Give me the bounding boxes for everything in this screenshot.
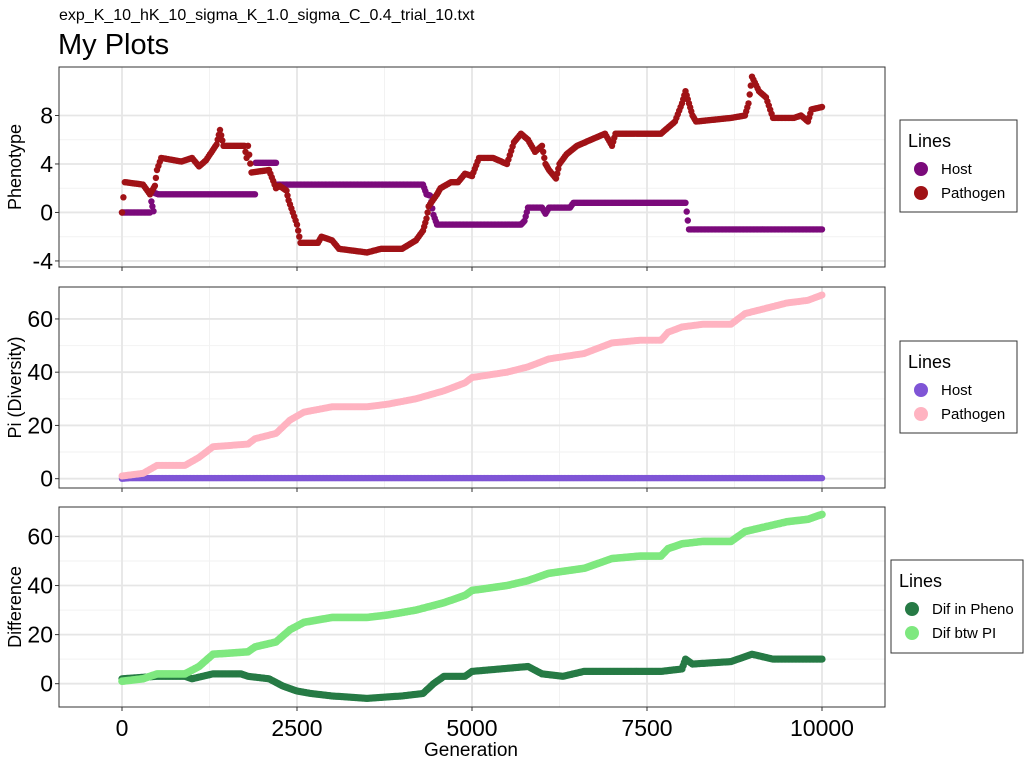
data-point: [541, 154, 548, 162]
x-tick-label: 5000: [446, 715, 497, 741]
legend-title: Lines: [908, 352, 951, 372]
legend-key: [905, 602, 919, 616]
data-point: [247, 160, 254, 167]
y-tick-label: 40: [27, 359, 53, 385]
x-tick-label: 2500: [271, 715, 322, 741]
data-point: [818, 291, 826, 299]
grid: [59, 67, 885, 267]
figure-title: My Plots: [58, 29, 169, 61]
legend: Lines Dif in Pheno Dif btw PI: [890, 559, 1024, 654]
data-point: [272, 159, 280, 166]
panel-3: 0 20 40 60 0 2500 5000 7500 10000 Difference Lines…: [5, 506, 1024, 741]
figure-subtitle: exp_K_10_hK_10_sigma_K_1.0_sigma_C_0.4_t…: [59, 7, 475, 24]
y-tick-label: 20: [27, 412, 53, 438]
data-point: [118, 209, 126, 216]
data-point: [216, 126, 224, 134]
data-point: [151, 182, 159, 189]
x-tick-label: 7500: [621, 715, 672, 741]
x-tick-label: 0: [116, 715, 129, 741]
data-point: [293, 221, 301, 228]
data-point: [552, 175, 560, 182]
data-point: [120, 194, 127, 201]
data-point: [251, 191, 259, 198]
data-point: [150, 208, 157, 215]
x-axis-label: Generation: [424, 740, 518, 761]
data-point: [295, 227, 302, 234]
series-dif-btw-pi: [118, 510, 826, 685]
series-host: [118, 474, 826, 482]
series-host: [118, 159, 826, 233]
y-tick-label: 8: [40, 102, 53, 128]
data-point: [284, 192, 291, 199]
y-tick-label: 0: [40, 199, 53, 225]
data-point: [244, 142, 252, 149]
data-point: [296, 233, 303, 240]
data-point: [818, 510, 826, 519]
legend-label: Dif btw PI: [932, 625, 996, 642]
data-point: [283, 187, 290, 194]
legend-key: [914, 407, 928, 421]
legend-label: Host: [941, 161, 973, 178]
legend-label: Pathogen: [941, 185, 1005, 202]
data-point: [424, 209, 431, 216]
data-point: [818, 655, 826, 663]
data-point: [218, 132, 225, 139]
y-tick-label: 40: [27, 573, 53, 599]
data-point: [554, 170, 561, 177]
data-point: [818, 474, 826, 482]
y-tick-label: -4: [33, 248, 54, 274]
y-axis-label: Difference: [5, 566, 25, 648]
y-tick-label: 60: [27, 523, 53, 549]
data-point: [219, 137, 226, 144]
y-tick-label: 0: [40, 671, 53, 697]
data-point: [540, 148, 547, 155]
legend-title: Lines: [899, 571, 942, 591]
data-point: [423, 215, 430, 222]
legend: Lines Host Pathogen: [899, 340, 1018, 434]
y-axis-label: Pi (Diversity): [5, 337, 25, 439]
y-tick-label: 60: [27, 306, 53, 332]
data-point: [682, 199, 689, 206]
data-point: [538, 142, 546, 149]
panel-1: -4 0 4 8 Phenotype Lines Host Pathogen: [5, 66, 1018, 274]
data-point: [684, 217, 691, 224]
data-point: [683, 208, 690, 215]
data-point: [818, 103, 826, 111]
data-point: [213, 141, 220, 148]
data-point: [818, 226, 826, 233]
legend-key: [914, 162, 928, 176]
legend-label: Host: [941, 382, 973, 399]
data-point: [745, 100, 752, 107]
legend-key: [905, 626, 919, 640]
legend-key: [914, 383, 928, 397]
series-pathogen: [118, 73, 826, 256]
legend-label: Pathogen: [941, 406, 1005, 423]
data-point: [246, 151, 253, 158]
data-point: [152, 174, 160, 182]
x-tick-label: 10000: [790, 715, 854, 741]
data-point: [746, 91, 753, 98]
grid: [59, 287, 885, 488]
legend-key: [914, 186, 928, 200]
legend: Lines Host Pathogen: [899, 119, 1018, 213]
y-axis-label: Phenotype: [5, 124, 25, 210]
data-point: [149, 203, 156, 210]
data-point: [555, 165, 562, 172]
y-tick-label: 0: [40, 466, 53, 492]
data-point: [148, 198, 155, 205]
legend-title: Lines: [908, 131, 951, 151]
y-tick-label: 20: [27, 622, 53, 648]
series-pathogen: [118, 291, 826, 480]
legend-label: Dif in Pheno: [932, 601, 1014, 618]
y-tick-label: 4: [40, 151, 53, 177]
